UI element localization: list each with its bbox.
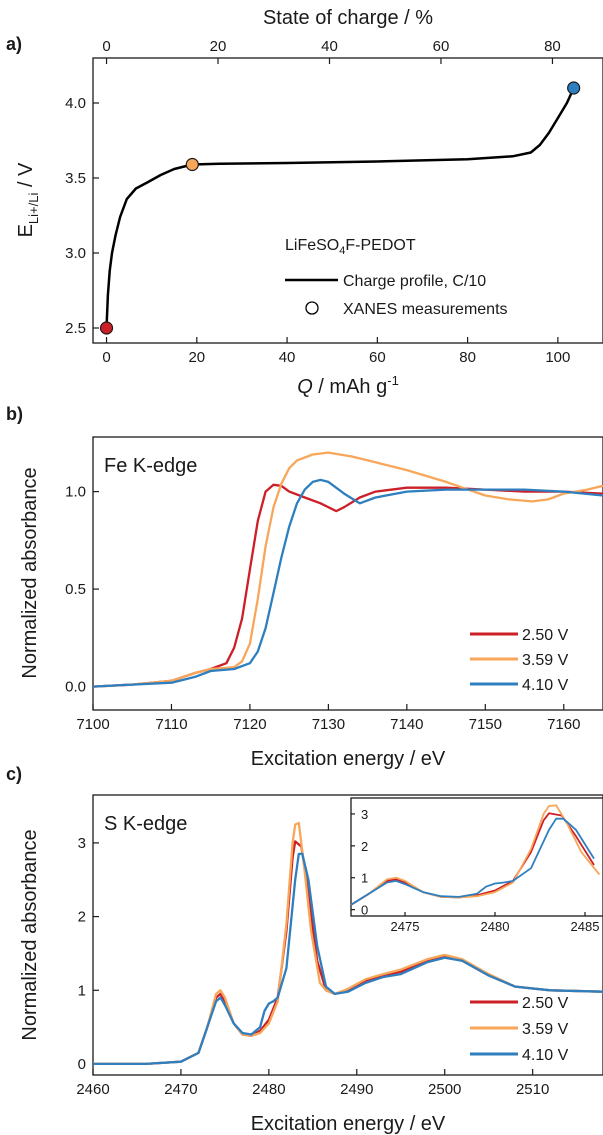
top-x-tick-label: 60 <box>433 38 450 55</box>
x-tick-label: 40 <box>279 349 296 366</box>
legend-label-359: 3.59 V <box>522 1021 569 1038</box>
x-tick-label: 60 <box>369 349 386 366</box>
x-tick-label: 7110 <box>155 716 187 733</box>
x-tick-label: 20 <box>188 349 205 366</box>
y-tick-label: 3 <box>78 835 86 852</box>
series-line <box>93 821 603 1066</box>
panel-c-frame <box>92 794 603 1076</box>
x-tick-label: 2475 <box>391 919 420 934</box>
y-tick-label: 0.0 <box>65 679 86 696</box>
x-tick-label: 7100 <box>76 716 109 733</box>
y-tick-label: 2 <box>361 839 368 854</box>
series-line <box>350 804 601 906</box>
y-tick-label: 4.0 <box>65 95 86 112</box>
x-tick-label: 2460 <box>76 1081 109 1098</box>
x-tick-label: 7150 <box>469 716 502 733</box>
series-line <box>105 87 575 329</box>
y-tick-label: 0 <box>361 903 368 918</box>
legend-label-410: 4.10 V <box>522 1047 569 1064</box>
panel-a-xlabel: Q / mAh g-1 <box>297 373 399 398</box>
panel-c-ylabel: Normalized absorbance <box>19 829 41 1040</box>
top-x-tick-label: 20 <box>210 38 227 55</box>
x-tick-label: 2510 <box>516 1081 549 1098</box>
y-tick-label: 1 <box>78 982 86 999</box>
series-line <box>350 817 595 906</box>
y-tick-label: 3.0 <box>65 245 86 262</box>
top-x-tick-label: 40 <box>321 38 338 55</box>
panel-b-label: Fe K-edge <box>104 455 197 477</box>
panel-label-c: c) <box>6 764 22 784</box>
x-tick-label: 2480 <box>252 1081 285 1098</box>
legend-label-410: 4.10 V <box>522 677 569 694</box>
x-tick-label: 2500 <box>428 1081 461 1098</box>
panel-b-ylabel: Normalized absorbance <box>19 467 41 678</box>
y-tick-label: 3.5 <box>65 170 86 187</box>
panel-c-label: S K-edge <box>104 813 187 835</box>
x-tick-label: 2490 <box>340 1081 373 1098</box>
s-k-edge-panel: 2460 2470 2480 2490 2500 2510 0 1 2 3 S K-edge Ex… <box>19 794 603 1135</box>
xanes-marker <box>99 321 114 335</box>
panel-label-a: a) <box>6 34 22 54</box>
panel-a-ylabel: ELi+/Li / V <box>15 162 41 237</box>
series-line <box>93 852 603 1066</box>
panel-c-legend: 2.50 V 3.59 V 4.10 V <box>470 995 569 1064</box>
x-tick-label: 2485 <box>571 919 600 934</box>
series-line <box>92 451 603 688</box>
legend-label-250: 2.50 V <box>522 627 569 644</box>
legend-label-359: 3.59 V <box>522 652 569 669</box>
top-x-tick-label: 80 <box>544 38 561 55</box>
legend-marker-xanes <box>305 301 319 315</box>
legend-label-250: 2.50 V <box>522 995 569 1012</box>
y-tick-label: 2.5 <box>65 320 86 337</box>
y-tick-label: 1.0 <box>65 484 86 501</box>
panel-c-xlabel: Excitation energy / eV <box>251 1113 446 1135</box>
y-tick-label: 1 <box>361 871 368 886</box>
panel-b-xlabel: Excitation energy / eV <box>251 748 446 770</box>
y-tick-label: 0.5 <box>65 581 86 598</box>
y-tick-label: 3 <box>361 807 368 822</box>
panel-b-legend: 2.50 V 3.59 V 4.10 V <box>470 627 569 694</box>
legend-label-charge-profile: Charge profile, C/10 <box>343 273 486 290</box>
panel-a-frame <box>92 57 603 344</box>
xanes-marker <box>567 81 581 95</box>
y-tick-label: 2 <box>78 909 86 926</box>
panel-label-b: b) <box>6 404 23 424</box>
x-tick-label: 100 <box>545 349 570 366</box>
x-tick-label: 7120 <box>233 716 266 733</box>
x-tick-label: 7160 <box>547 716 580 733</box>
x-tick-label: 7140 <box>390 716 423 733</box>
series-line <box>92 478 603 688</box>
s-k-edge-inset: 2475 2480 2485 0 1 2 3 <box>350 797 603 934</box>
x-tick-label: 2480 <box>481 919 510 934</box>
inset-frame <box>350 797 603 917</box>
fe-k-edge-panel: 7100 7110 7120 7130 7140 7150 7160 0.0 0.5 1.0 Fe… <box>19 436 603 770</box>
panel-a-annotation: LiFeSO4F-PEDOT <box>285 237 416 257</box>
x-tick-label: 0 <box>102 349 110 366</box>
y-tick-label: 0 <box>78 1056 86 1073</box>
inset-background <box>351 798 603 916</box>
x-tick-label: 2470 <box>164 1081 197 1098</box>
x-tick-label: 7130 <box>312 716 345 733</box>
panel-b-frame <box>92 436 603 711</box>
legend-label-xanes: XANES measurements <box>343 301 508 318</box>
xanes-marker <box>185 157 199 172</box>
x-tick-label: 80 <box>459 349 476 366</box>
panel-a-top-xlabel: State of charge / % <box>263 7 433 29</box>
top-x-tick-label: 0 <box>102 38 110 55</box>
charge-profile-panel: 0 20 40 60 80 100 2.5 3.0 3.5 4.0 0 20 40 60 80 State … <box>15 7 603 398</box>
